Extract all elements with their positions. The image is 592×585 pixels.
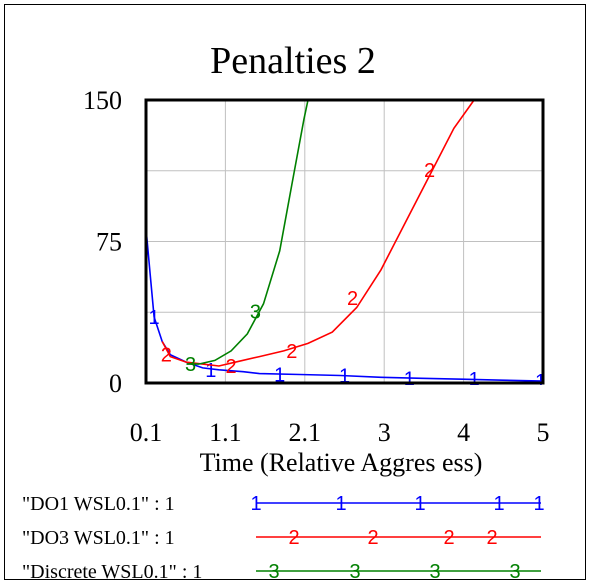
legend-label-2: "DO3 WSL0.1" : 1 [22, 527, 175, 549]
legend-marker-2: 2 [443, 527, 454, 549]
series-3-marker: 3 [250, 301, 261, 323]
series-2-marker: 2 [286, 341, 297, 363]
legend: "DO1 WSL0.1" : 1 1 1 1 1 1 "DO3 WSL0.1" : 1 2 2 2… [22, 493, 545, 581]
legend-marker-1: 1 [250, 493, 261, 515]
series-1-marker: 1 [205, 360, 216, 382]
legend-marker-1: 1 [335, 493, 346, 515]
x-tick-label: 0.1 [130, 418, 163, 447]
x-tick-label: 3 [378, 418, 391, 447]
legend-marker-2: 2 [486, 527, 497, 549]
series-1-marker: 1 [469, 369, 480, 391]
x-tick-label: 2.1 [289, 418, 322, 447]
grid-lines [146, 100, 543, 383]
series-2-marker: 2 [226, 356, 237, 378]
x-axis-label: Time (Relative Aggres ess) [200, 448, 483, 477]
series-line-2 [161, 99, 475, 367]
x-tick-label: 5 [537, 418, 550, 447]
legend-marker-1: 1 [493, 493, 504, 515]
legend-label-3: "Discrete WSL0.1" : 1 [22, 561, 202, 581]
legend-marker-3: 3 [509, 561, 520, 581]
legend-marker-3: 3 [268, 561, 279, 581]
y-tick-label: 150 [83, 86, 122, 115]
legend-marker-3: 3 [429, 561, 440, 581]
y-tick-labels: 150 75 0 [83, 86, 122, 398]
legend-marker-2: 2 [288, 527, 299, 549]
series-line-3 [186, 99, 309, 365]
series-2-marker: 2 [424, 160, 435, 182]
y-tick-label: 75 [96, 228, 122, 257]
series-3-marker: 3 [185, 354, 196, 376]
series-1-marker: 1 [404, 368, 415, 390]
series-1-marker: 1 [149, 307, 160, 329]
series-line-1 [146, 228, 544, 382]
chart-title: Penalties 2 [210, 40, 376, 82]
x-tick-label: 4 [457, 418, 470, 447]
legend-marker-2: 2 [367, 527, 378, 549]
series-1-marker: 1 [274, 365, 285, 387]
x-tick-labels: 0.1 1.1 2.1 3 4 5 [130, 418, 550, 447]
x-tick-label: 1.1 [209, 418, 242, 447]
series-2-marker: 2 [161, 345, 172, 367]
series-1-marker: 1 [535, 371, 546, 393]
series-2-marker: 2 [347, 288, 358, 310]
legend-label-1: "DO1 WSL0.1" : 1 [22, 493, 175, 515]
y-tick-label: 0 [109, 369, 122, 398]
plot-border [144, 98, 545, 385]
legend-marker-1: 1 [414, 493, 425, 515]
series-1-marker: 1 [339, 365, 350, 387]
legend-marker-1: 1 [533, 493, 544, 515]
legend-marker-3: 3 [349, 561, 360, 581]
